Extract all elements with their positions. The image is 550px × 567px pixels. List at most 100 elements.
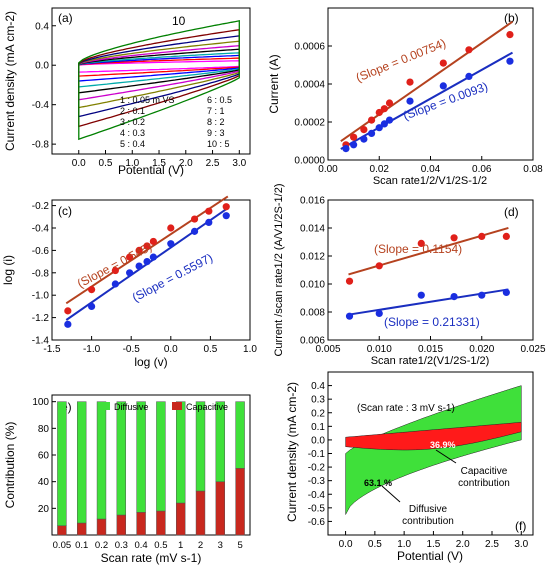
x-tick-label: -1.0: [83, 344, 101, 355]
data-point: [367, 129, 376, 137]
panel-e-frame: [51, 394, 251, 536]
bar-capacitive: [136, 512, 146, 536]
x-tick-label: 0.1: [75, 540, 88, 551]
data-point: [506, 57, 514, 65]
data-point: [345, 277, 354, 285]
y-tick-label: 0.1: [311, 422, 325, 433]
bar-diffusive: [235, 401, 245, 469]
x-tick-label: 2: [198, 540, 203, 551]
data-point: [350, 133, 358, 141]
data-point: [149, 253, 157, 261]
legend-item: 2 : 0.1: [120, 106, 145, 116]
bar-capacitive: [116, 514, 127, 536]
legend-swatch-diffusive: [100, 402, 110, 410]
x-tick-label: 2.0: [179, 158, 193, 169]
y-tick-label: -0.1: [308, 449, 326, 460]
legend-item: 9 : 3: [207, 128, 225, 138]
y-tick-label: -0.5: [308, 503, 326, 514]
data-point: [439, 82, 447, 90]
panel-f-note: (Scan rate : 3 mV s-1): [357, 403, 455, 414]
data-point: [502, 288, 510, 296]
data-point: [88, 302, 96, 310]
panel-e-ylabel: Contribution (%): [3, 422, 17, 509]
y-tick-label: -1.0: [32, 291, 50, 302]
data-point: [360, 126, 368, 134]
x-tick-label: 5: [237, 540, 242, 551]
data-point: [450, 234, 458, 242]
panel-c-slope-2: (Slope = 0.5597): [130, 250, 215, 304]
data-point: [111, 266, 119, 275]
y-tick-label: 0.012: [300, 252, 325, 263]
x-tick-label: 0.5: [99, 158, 113, 169]
panel-f-xlabel: Potential (V): [397, 549, 463, 563]
data-point: [135, 262, 143, 270]
panel-f-letter: (f): [515, 519, 526, 533]
y-tick-label: -0.8: [32, 140, 50, 151]
panel-a: (a) 0.0 0.5 1.0 1.5 2.0 2.5 3.0-0.8-0.40.00.4 …: [3, 7, 251, 177]
panel-d-ylabel: Current /scan rate1/2 (A/V1/2S-1/2): [273, 183, 285, 356]
x-tick-label: 0.05: [53, 540, 72, 551]
bar-diffusive: [195, 401, 206, 492]
x-tick-label: 0.025: [520, 344, 545, 355]
data-point: [375, 262, 383, 270]
bar-capacitive: [156, 510, 166, 536]
y-tick-label: -0.4: [308, 490, 326, 501]
y-tick-label: -1.2: [32, 313, 50, 324]
capacitive-arrow: [435, 449, 457, 464]
x-tick-label: 0.0: [164, 344, 178, 355]
data-point: [88, 286, 96, 294]
x-tick-label: 0.4: [134, 540, 147, 551]
y-tick-label: 0.006: [300, 336, 325, 347]
data-point: [450, 293, 458, 301]
y-tick-label: 0.0: [311, 435, 325, 446]
data-point: [64, 307, 72, 315]
diffusive-arrow: [381, 485, 401, 503]
y-tick-label: 0.0000: [294, 156, 325, 167]
x-tick-label: 0.010: [367, 344, 392, 355]
y-tick-label: 0.3: [311, 395, 325, 406]
panel-b-xlabel: Scan rate1/2/V1/2S-1/2: [373, 175, 487, 187]
y-tick-label: 0.0004: [294, 80, 325, 91]
legend-item: 8 : 2: [207, 117, 225, 127]
data-point: [465, 72, 473, 80]
y-tick-label: -0.6: [308, 517, 326, 528]
bar-capacitive: [175, 502, 186, 536]
bar-diffusive: [116, 401, 127, 516]
x-tick-label: 1.5: [426, 539, 440, 550]
y-tick-label: 80: [38, 424, 50, 435]
data-point: [143, 242, 151, 250]
data-point: [190, 227, 199, 235]
x-tick-label: 0.06: [472, 164, 492, 175]
x-tick-label: 0.3: [115, 540, 128, 551]
legend-item: 10 : 5: [207, 139, 230, 149]
x-tick-label: 0.02: [370, 164, 390, 175]
y-tick-label: -0.4: [32, 224, 50, 235]
x-tick-label: 3: [218, 540, 223, 551]
bar-capacitive: [215, 481, 226, 536]
legend-label-diffusive: Diffusive: [114, 402, 148, 412]
diffusive-label-2: contribution: [402, 516, 454, 527]
panel-c-letter: (c): [58, 204, 72, 218]
fit-line: [65, 195, 229, 305]
y-tick-label: 40: [38, 477, 50, 488]
data-point: [149, 237, 157, 246]
y-tick-label: 20: [38, 504, 50, 515]
legend-item: 3 : 0.2: [120, 117, 145, 127]
y-tick-label: 0.0002: [294, 118, 325, 129]
data-point: [417, 291, 425, 299]
x-tick-label: 0.005: [315, 344, 340, 355]
data-point: [111, 280, 119, 288]
data-point: [342, 145, 350, 153]
data-point: [478, 291, 486, 299]
panel-c-ylabel: log (i): [1, 255, 15, 285]
data-point: [380, 120, 388, 128]
data-point: [126, 269, 134, 277]
data-point: [502, 232, 510, 240]
x-tick-label: -1.5: [43, 344, 61, 355]
panel-a-xlabel: Potential (V): [118, 163, 184, 177]
panel-c: (c) -1.5 -1.0 -0.5 0.0 0.5 1.0 -0.2 -0.4 -0.6 -0.…: [1, 195, 257, 369]
panel-a-frame: [51, 7, 251, 155]
bar-diffusive: [57, 401, 67, 526]
